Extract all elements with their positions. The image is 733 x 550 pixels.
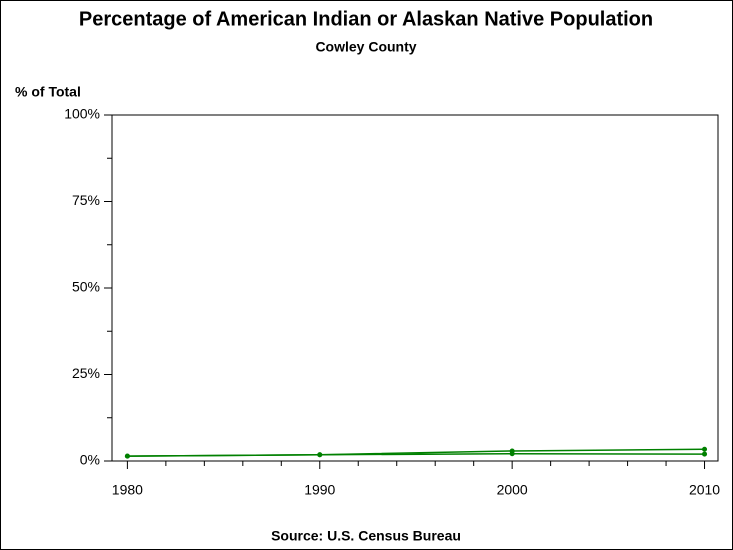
x-tick-label: 2010	[689, 482, 720, 498]
y-tick-label: 0%	[80, 452, 100, 468]
x-tick-label: 1990	[304, 482, 335, 498]
source-note: Source: U.S. Census Bureau	[271, 528, 461, 544]
y-tick-label: 100%	[64, 106, 100, 122]
data-point	[702, 446, 708, 452]
chart-title: Percentage of American Indian or Alaskan…	[79, 8, 653, 30]
y-tick-label: 25%	[72, 365, 100, 381]
x-tick-label: 2000	[497, 482, 528, 498]
data-point	[702, 451, 708, 457]
plot-frame	[111, 114, 719, 462]
y-tick-label: 75%	[72, 192, 100, 208]
chart-subtitle: Cowley County	[315, 39, 416, 55]
y-tick-label: 50%	[72, 279, 100, 295]
data-point	[124, 453, 130, 459]
y-axis-label: % of Total	[15, 84, 81, 100]
data-point	[317, 452, 323, 458]
series-line	[127, 452, 705, 457]
x-tick-label: 1980	[112, 482, 143, 498]
data-point	[509, 451, 515, 457]
